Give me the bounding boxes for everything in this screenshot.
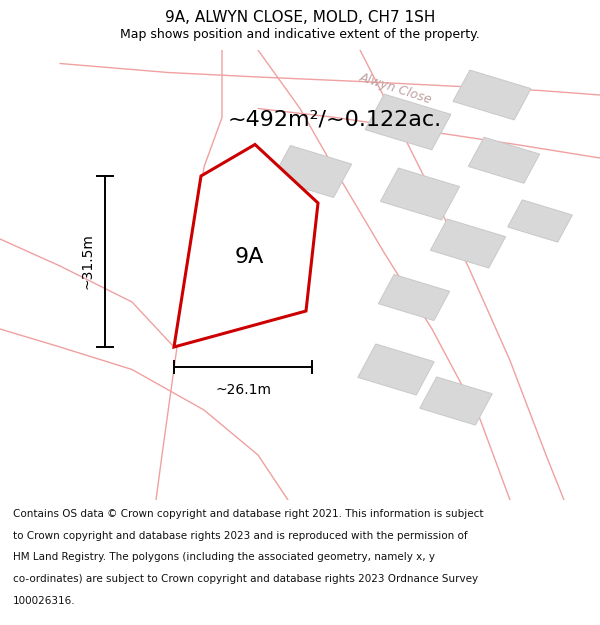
Text: 9A: 9A (235, 247, 263, 267)
Text: to Crown copyright and database rights 2023 and is reproduced with the permissio: to Crown copyright and database rights 2… (13, 531, 468, 541)
Text: ~31.5m: ~31.5m (80, 234, 94, 289)
Text: Map shows position and indicative extent of the property.: Map shows position and indicative extent… (120, 28, 480, 41)
Polygon shape (420, 377, 492, 425)
Polygon shape (365, 94, 451, 150)
Text: ~26.1m: ~26.1m (215, 383, 271, 397)
Text: Contains OS data © Crown copyright and database right 2021. This information is : Contains OS data © Crown copyright and d… (13, 509, 484, 519)
Text: co-ordinates) are subject to Crown copyright and database rights 2023 Ordnance S: co-ordinates) are subject to Crown copyr… (13, 574, 478, 584)
Polygon shape (430, 219, 506, 268)
Text: HM Land Registry. The polygons (including the associated geometry, namely x, y: HM Land Registry. The polygons (includin… (13, 552, 435, 562)
Text: 100026316.: 100026316. (13, 596, 76, 606)
Polygon shape (272, 146, 352, 198)
Polygon shape (508, 200, 572, 242)
Polygon shape (379, 274, 449, 321)
Text: ~492m²/~0.122ac.: ~492m²/~0.122ac. (228, 110, 442, 130)
Polygon shape (380, 168, 460, 220)
Polygon shape (358, 344, 434, 395)
Polygon shape (174, 144, 318, 347)
Text: 9A, ALWYN CLOSE, MOLD, CH7 1SH: 9A, ALWYN CLOSE, MOLD, CH7 1SH (165, 10, 435, 25)
Text: Alwyn Close: Alwyn Close (358, 71, 434, 106)
Polygon shape (453, 70, 531, 120)
Polygon shape (469, 138, 539, 183)
